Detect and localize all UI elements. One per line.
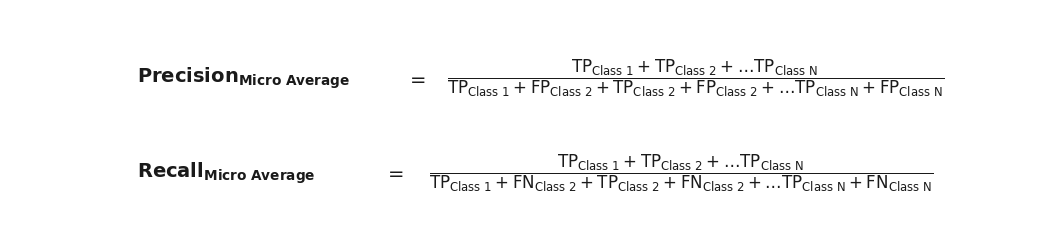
- Text: $\mathbf{Recall}_{\mathbf{Micro\ Average}}$: $\mathbf{Recall}_{\mathbf{Micro\ Average…: [137, 160, 315, 186]
- Text: $=$: $=$: [406, 69, 426, 88]
- Text: $=$: $=$: [384, 163, 404, 182]
- Text: $\dfrac{\mathrm{TP}_{\mathrm{Class\ 1}} + \mathrm{TP}_{\mathrm{Class\ 2}} + \ldo: $\dfrac{\mathrm{TP}_{\mathrm{Class\ 1}} …: [429, 152, 934, 193]
- Text: $\dfrac{\mathrm{TP}_{\mathrm{Class\ 1}} + \mathrm{TP}_{\mathrm{Class\ 2}} + \ldo: $\dfrac{\mathrm{TP}_{\mathrm{Class\ 1}} …: [446, 58, 944, 99]
- Text: $\mathbf{Precision}_{\mathbf{Micro\ Average}}$: $\mathbf{Precision}_{\mathbf{Micro\ Aver…: [137, 66, 350, 91]
